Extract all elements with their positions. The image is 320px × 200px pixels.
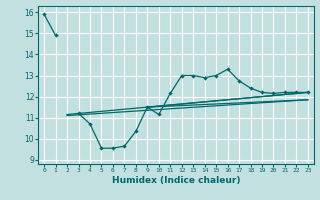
X-axis label: Humidex (Indice chaleur): Humidex (Indice chaleur)	[112, 176, 240, 185]
